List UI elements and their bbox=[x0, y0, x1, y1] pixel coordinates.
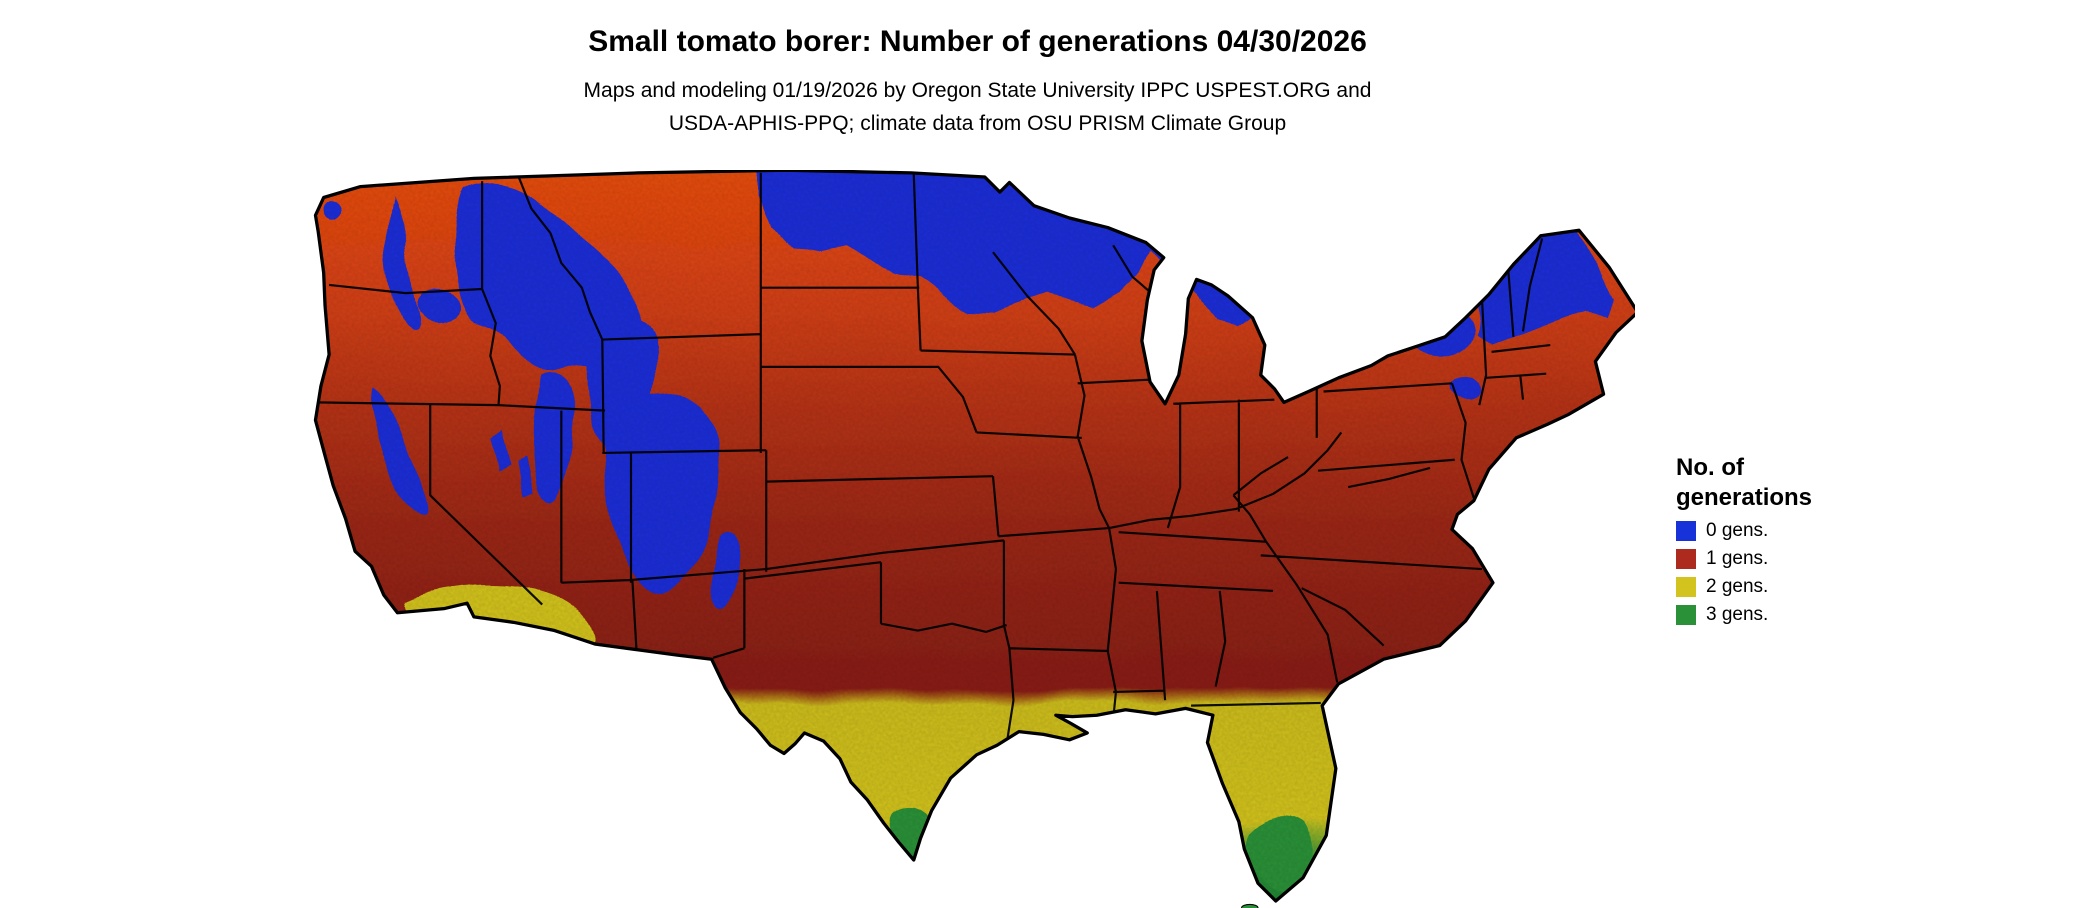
legend-swatch-3-gens bbox=[1676, 604, 1696, 625]
legend-label-0-gens: 0 gens. bbox=[1706, 519, 1769, 541]
us-map-svg bbox=[313, 170, 1635, 908]
map-fill-layers bbox=[315, 170, 1635, 901]
us-outline bbox=[313, 170, 1635, 903]
state-borders bbox=[316, 172, 1551, 761]
figure-subtitle: Maps and modeling 01/19/2026 by Oregon S… bbox=[0, 74, 1955, 140]
legend-item-0-gens: 0 gens. bbox=[1676, 520, 1812, 541]
us-generations-map bbox=[310, 170, 1635, 908]
florida-keys bbox=[1241, 903, 1290, 908]
legend-item-1-gens: 1 gens. bbox=[1676, 548, 1812, 569]
legend-item-2-gens: 2 gens. bbox=[1676, 576, 1812, 597]
legend-title-line2: generations bbox=[1676, 484, 1813, 511]
figure-header: Small tomato borer: Number of generation… bbox=[0, 24, 1955, 140]
legend-label-1-gens: 1 gens. bbox=[1706, 547, 1769, 569]
figure-title: Small tomato borer: Number of generation… bbox=[588, 25, 1367, 58]
legend-swatch-2-gens bbox=[1676, 576, 1696, 597]
legend-swatch-1-gens bbox=[1676, 548, 1696, 569]
legend-label-3-gens: 3 gens. bbox=[1706, 603, 1769, 625]
legend-label-2-gens: 2 gens. bbox=[1706, 575, 1769, 597]
legend-swatch-0-gens bbox=[1676, 520, 1696, 541]
map-legend: No. of generations 0 gens. 1 gens. 2 gen… bbox=[1676, 453, 1812, 625]
figure-subtitle-line2: USDA-APHIS-PPQ; climate data from OSU PR… bbox=[668, 112, 1287, 135]
figure-subtitle-line1: Maps and modeling 01/19/2026 by Oregon S… bbox=[583, 79, 1372, 102]
legend-title: No. of generations bbox=[1676, 453, 1812, 513]
legend-title-line1: No. of bbox=[1676, 454, 1744, 481]
terrain-texture bbox=[315, 170, 1635, 901]
legend-item-3-gens: 3 gens. bbox=[1676, 604, 1812, 625]
